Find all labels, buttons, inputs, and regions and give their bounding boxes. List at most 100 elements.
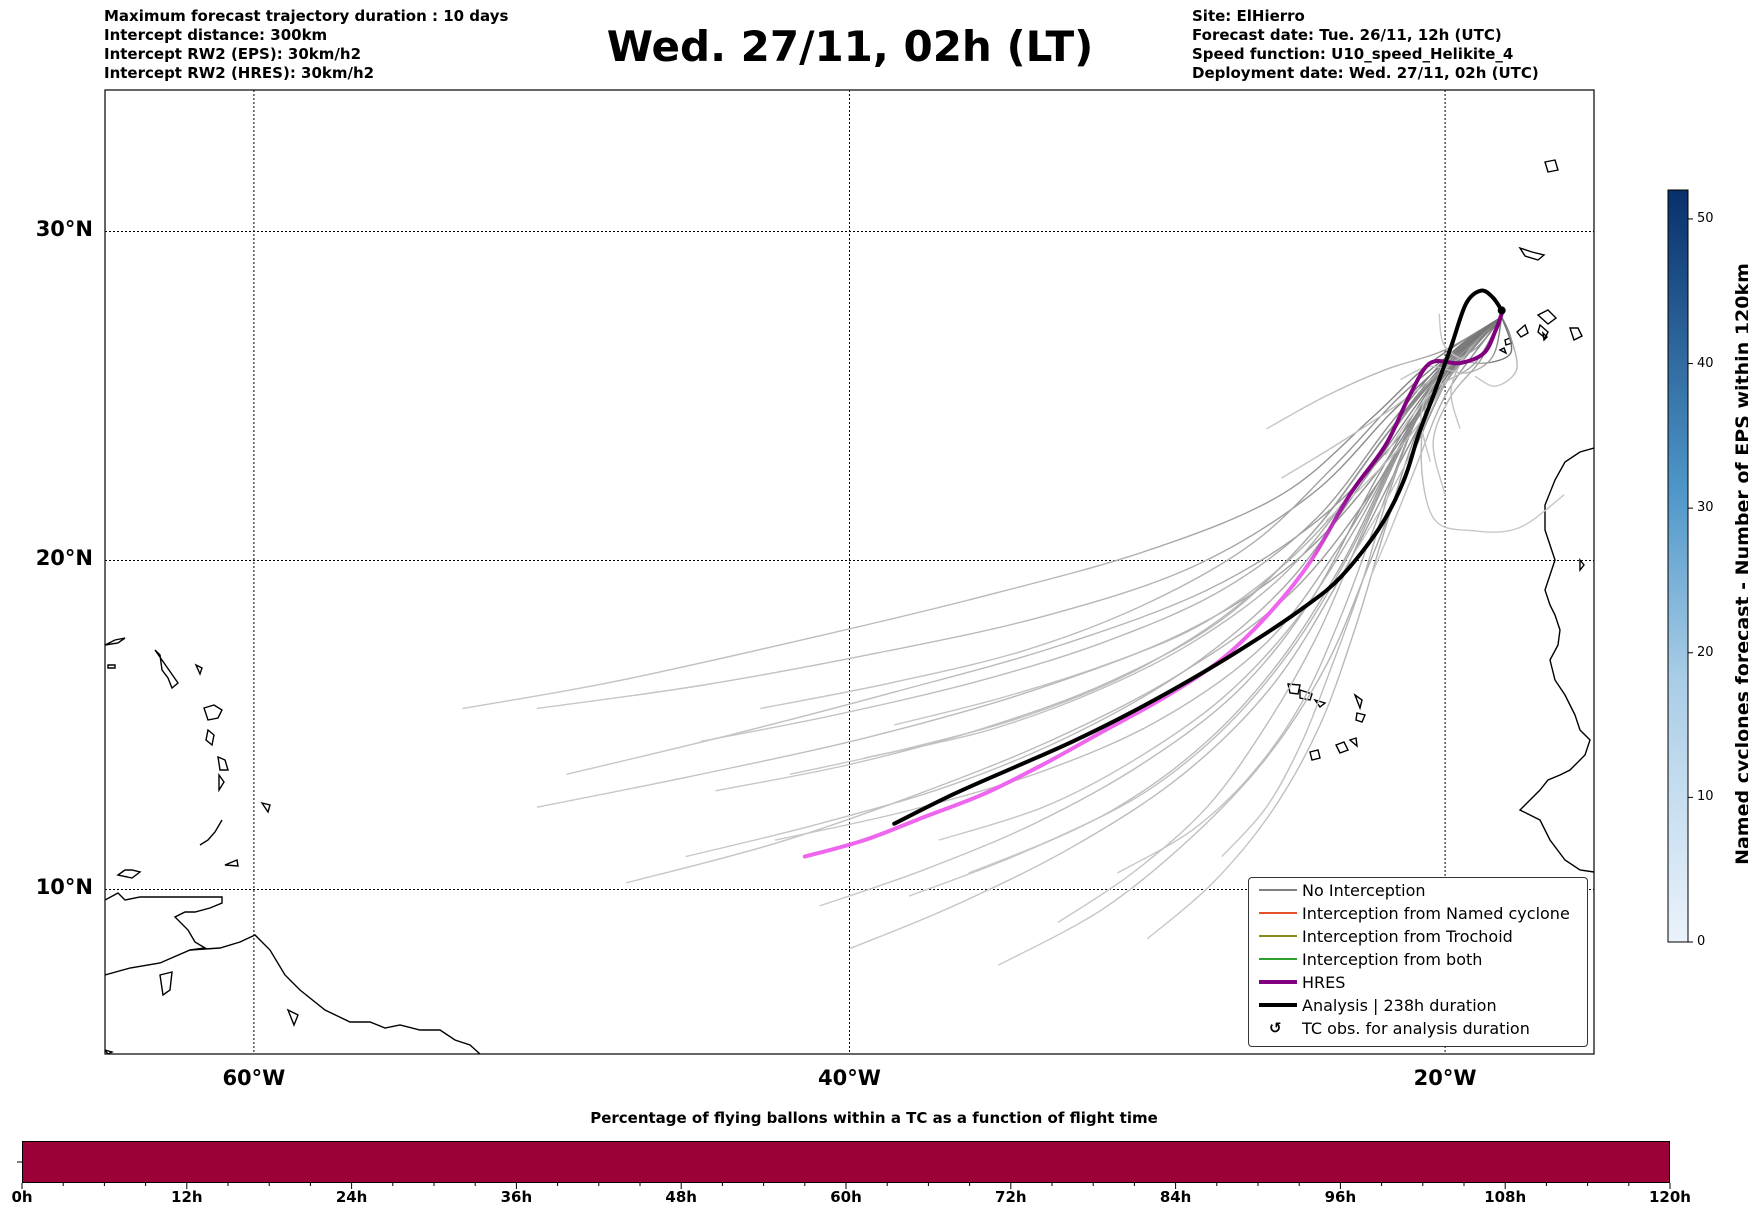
colorbar-title: Named cyclones forecast - Number of EPS …	[1732, 263, 1748, 865]
header-info-right: Site: ElHierro Forecast date: Tue. 26/11…	[1192, 7, 1539, 83]
legend-item-both: Interception from both	[1249, 949, 1587, 971]
legend: No Interception Interception from Named …	[1248, 877, 1588, 1047]
legend-item-no-interception: No Interception	[1249, 880, 1587, 902]
progress-tick-label: 120h	[1649, 1188, 1691, 1206]
colorbar-tick-label: 50	[1697, 210, 1714, 226]
island	[105, 1049, 114, 1054]
island-canaries	[1536, 309, 1558, 325]
site-marker	[1497, 306, 1506, 315]
intercept-distance-text: Intercept distance: 300km	[104, 26, 328, 44]
colorbar-scale	[1667, 189, 1689, 943]
trajectory-duration-text: Maximum forecast trajectory duration : 1…	[104, 7, 509, 25]
speed-function-text: Speed function: U10_speed_Helikite_4	[1192, 45, 1514, 63]
hres-trajectory-line	[802, 311, 1504, 859]
ensemble-trajectory-line	[1450, 316, 1503, 430]
island	[107, 664, 116, 669]
legend-label: Interception from both	[1302, 950, 1483, 969]
island-canaries	[1542, 331, 1548, 342]
colorbar-tick-label: 10	[1697, 789, 1714, 805]
legend-item-hres: HRES	[1249, 972, 1587, 994]
island	[1579, 558, 1585, 572]
island-canaries	[1498, 347, 1508, 355]
ensemble-trajectory-line	[1221, 316, 1503, 858]
progress-tick-label: 60h	[830, 1188, 862, 1206]
y-tick-label: 20°N	[35, 546, 93, 571]
deployment-date-text: Deployment date: Wed. 27/11, 02h (UTC)	[1192, 64, 1539, 82]
island-chain	[199, 819, 223, 846]
island	[116, 869, 142, 879]
map-frame	[104, 89, 1595, 1055]
island	[105, 637, 126, 646]
coast-africa	[1518, 447, 1594, 873]
cyclone-symbol-icon: ↺	[1269, 1019, 1282, 1037]
forecast-date-text: Forecast date: Tue. 26/11, 12h (UTC)	[1192, 26, 1502, 44]
progress-tick-label: 36h	[500, 1188, 533, 1206]
island-cape-verde	[1348, 737, 1358, 748]
progress-tick-label: 24h	[335, 1188, 368, 1206]
island-canaries	[1516, 323, 1529, 338]
island	[203, 704, 223, 721]
island	[217, 755, 229, 771]
coast-venezuela	[105, 892, 223, 951]
x-tick-label: 60°W	[222, 1066, 286, 1090]
ensemble-trajectory-line	[462, 316, 1503, 710]
progress-tick-label: 72h	[995, 1188, 1027, 1206]
progress-tick-label: 84h	[1159, 1188, 1192, 1206]
legend-label: Interception from Named cyclone	[1302, 904, 1570, 923]
progress-tick-label: 96h	[1324, 1188, 1357, 1206]
colorbar-tick-label: 0	[1697, 934, 1706, 949]
island	[286, 1008, 299, 1027]
header-info-left: Maximum forecast trajectory duration : 1…	[104, 7, 508, 83]
colorbar-ticks	[1688, 218, 1693, 943]
ensemble-trajectories	[462, 313, 1565, 966]
island	[194, 663, 203, 676]
ensemble-trajectory-line	[700, 316, 1503, 743]
progress-tick-label: 0h	[11, 1188, 33, 1206]
legend-label: Interception from Trochoid	[1302, 927, 1513, 946]
ensemble-trajectory-line	[1325, 316, 1503, 522]
island	[224, 859, 239, 867]
progress-tick-label: 108h	[1484, 1188, 1527, 1206]
tc-percentage-fill	[23, 1142, 1669, 1182]
island-canaries	[1569, 327, 1583, 341]
progress-tick-label: 48h	[665, 1188, 697, 1206]
ensemble-trajectory-line	[685, 316, 1503, 858]
colorbar-tick-label: 40	[1697, 355, 1714, 371]
island	[1518, 246, 1546, 261]
legend-swatch	[1259, 889, 1297, 891]
island	[205, 728, 215, 747]
legend-item-tc-obs: ↺ TC obs. for analysis duration	[1249, 1018, 1587, 1040]
island	[159, 971, 173, 997]
ensemble-trajectory-line	[789, 316, 1503, 775]
intercept-eps-text: Intercept RW2 (EPS): 30km/h2	[104, 45, 361, 63]
analysis-trajectory-line	[892, 288, 1504, 826]
colorbar-tick-label: 20	[1697, 644, 1714, 660]
x-tick-label: 40°W	[818, 1066, 881, 1090]
colorbar-tick-label: 30	[1697, 500, 1714, 516]
ensemble-trajectory-line	[864, 316, 1503, 759]
ensemble-trajectory-line	[715, 316, 1503, 792]
x-tick-label: 20°W	[1413, 1066, 1477, 1090]
legend-item-trochoid: Interception from Trochoid	[1249, 926, 1587, 948]
legend-label: TC obs. for analysis duration	[1302, 1019, 1530, 1038]
main-trajectories	[802, 288, 1506, 859]
legend-label: No Interception	[1302, 881, 1426, 900]
ensemble-trajectory-line	[1400, 316, 1503, 381]
island-cape-verde	[1309, 749, 1321, 761]
island-cape-verde	[1287, 683, 1301, 695]
coastlines	[105, 159, 1594, 1054]
ensemble-trajectory-line	[1266, 316, 1503, 430]
island-canaries	[1537, 323, 1549, 340]
y-tick-label: 30°N	[35, 217, 93, 242]
island-cape-verde	[1355, 712, 1366, 723]
ensemble-trajectory-line	[760, 316, 1503, 710]
progress-tick-label: 12h	[171, 1188, 203, 1206]
progress-ticks	[17, 1161, 1671, 1189]
y-tick-label: 10°N	[35, 875, 93, 900]
intercept-hres-text: Intercept RW2 (HRES): 30km/h2	[104, 64, 375, 82]
legend-swatch	[1259, 980, 1297, 984]
legend-swatch	[1259, 912, 1297, 914]
ensemble-trajectory-line	[1280, 316, 1503, 479]
island-cape-verde	[1353, 693, 1363, 711]
progress-title: Percentage of flying ballons within a TC…	[590, 1109, 1158, 1127]
